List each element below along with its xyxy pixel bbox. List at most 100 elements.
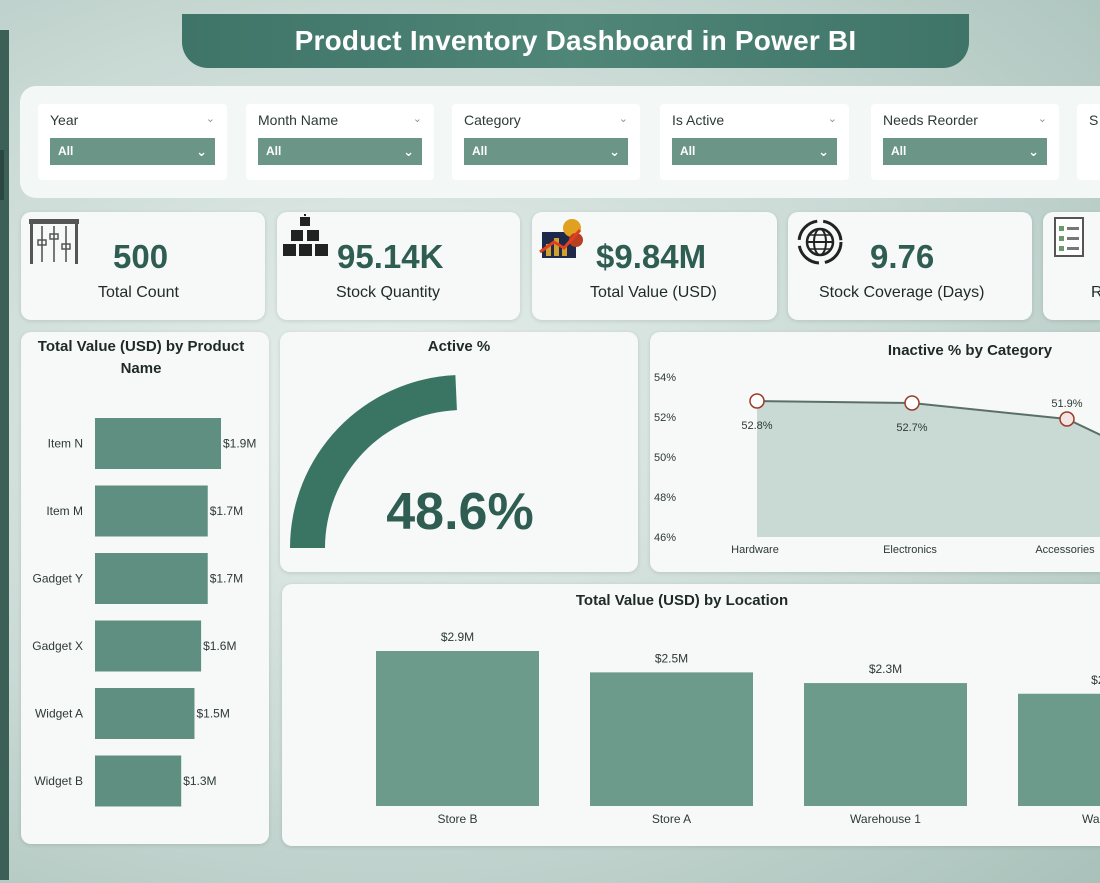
kpi-label: R: [1091, 284, 1100, 301]
data-label: $2.9M: [441, 630, 474, 644]
category-label: Gadget Y: [33, 572, 83, 586]
location-bar-chart: $2.9M Store B $2.5M Store A $2.3M Warehouse 1…: [376, 630, 1100, 826]
kpi-card-total-count: 500 Total Count: [21, 212, 265, 320]
slicer-partial[interactable]: S: [1077, 104, 1100, 180]
slicer-value: All: [58, 144, 74, 158]
chevron-down-icon[interactable]: ⌄: [1028, 144, 1039, 159]
product-value-panel: Total Value (USD) by Product Name Item N…: [21, 332, 269, 844]
data-label: $2.5M: [655, 651, 688, 665]
chart-title: Total Value (USD) by Location: [575, 592, 789, 609]
slicer-value: All: [266, 144, 282, 158]
slicer-is-active[interactable]: Is Active ⌄ All ⌄: [660, 104, 849, 180]
chevron-down-icon[interactable]: ⌄: [403, 144, 414, 159]
category-label: Widget A: [35, 707, 83, 721]
series-line: [756, 400, 1100, 436]
slicer-value: All: [680, 144, 696, 158]
shelves-icon: [29, 219, 79, 264]
data-label: $2.: [1091, 673, 1100, 687]
data-label: $1.7M: [210, 504, 243, 518]
kpi-label: Total Value (USD): [590, 284, 717, 301]
bar: [95, 485, 208, 537]
area-fill: [757, 401, 1100, 537]
globe-cycle-icon: [797, 219, 843, 265]
data-label: 52.7%: [896, 422, 927, 434]
data-point: [749, 393, 765, 409]
y-tick-label: 46%: [654, 532, 676, 544]
data-label: $1.5M: [196, 707, 229, 721]
data-label: $1.3M: [183, 774, 216, 788]
kpi-value: 95.14K: [337, 238, 444, 275]
slicer-value: All: [472, 144, 488, 158]
kpi-value: 500: [113, 238, 169, 275]
inactive-area-chart: 54% 52% 50% 48% 46% 52.8% Hardware 52.7% Electro…: [654, 372, 1100, 556]
bar: [1018, 693, 1100, 806]
chart-title: Inactive % by Category: [887, 342, 1053, 359]
kpi-card-total-value: $9.84M Total Value (USD): [532, 212, 777, 320]
category-label: Hardware: [731, 544, 779, 556]
category-label: Accessories: [1035, 544, 1095, 556]
chevron-down-icon[interactable]: ⌄: [205, 113, 215, 125]
slicer-label: S: [1089, 112, 1099, 128]
bar: [95, 688, 195, 739]
slicer-category[interactable]: Category ⌄ All ⌄: [452, 104, 640, 180]
data-point: [1059, 411, 1075, 427]
slicer-dropdown[interactable]: All ⌄: [883, 138, 1047, 165]
data-label: $1.7M: [210, 572, 243, 586]
active-gauge: [290, 375, 457, 548]
chevron-down-icon[interactable]: ⌄: [609, 144, 620, 159]
slicer-label: Is Active: [672, 112, 725, 128]
slicer-dropdown[interactable]: All ⌄: [672, 138, 837, 165]
category-label: Item N: [48, 437, 83, 451]
left-edge-tab[interactable]: [0, 150, 4, 200]
chevron-down-icon[interactable]: ⌄: [412, 113, 422, 125]
product-bar-chart: Item N $1.9M Item M $1.7M Gadget Y $1.7M Gadge…: [32, 418, 256, 807]
kpi-label: Stock Quantity: [336, 284, 441, 301]
chevron-down-icon[interactable]: ⌄: [1037, 113, 1047, 125]
boxes-icon: [283, 214, 328, 256]
chevron-down-icon[interactable]: ⌄: [618, 113, 628, 125]
page-title: Product Inventory Dashboard in Power BI: [294, 25, 857, 56]
gauge-fill-arc: [290, 375, 457, 548]
category-label: Electronics: [883, 544, 937, 556]
chart-title: Active %: [427, 338, 491, 355]
slicer-dropdown[interactable]: All ⌄: [50, 138, 215, 165]
y-tick-label: 54%: [654, 372, 676, 384]
kpi-card-partial: R: [1043, 212, 1100, 320]
left-edge-strip: [0, 30, 9, 880]
slicer-label: Needs Reorder: [883, 112, 978, 128]
bar: [590, 672, 753, 806]
kpi-label: Stock Coverage (Days): [819, 284, 985, 301]
bar: [95, 418, 221, 469]
slicer-dropdown[interactable]: All ⌄: [464, 138, 628, 165]
data-label: 51.9%: [1051, 398, 1082, 410]
location-value-panel: Total Value (USD) by Location $2.9M Store…: [282, 584, 1100, 846]
kpi-value: $9.84M: [596, 238, 707, 275]
kpi-value: 9.76: [870, 238, 935, 275]
data-label: $1.6M: [203, 639, 236, 653]
chart-title: Total Value (USD) by Product Name: [37, 338, 245, 377]
slicer-month-name[interactable]: Month Name ⌄ All ⌄: [246, 104, 434, 180]
slicer-dropdown[interactable]: All ⌄: [258, 138, 422, 165]
slicer-label: Year: [50, 112, 79, 128]
bar: [804, 683, 967, 806]
data-label: 52.8%: [741, 420, 772, 432]
slicer-needs-reorder[interactable]: Needs Reorder ⌄ All ⌄: [871, 104, 1059, 180]
slicer-label: Month Name: [258, 112, 339, 128]
category-label: Gadget X: [32, 639, 83, 653]
category-label: Item M: [46, 504, 83, 518]
chevron-down-icon[interactable]: ⌄: [196, 144, 207, 159]
category-label: Store A: [652, 812, 691, 826]
chevron-down-icon[interactable]: ⌄: [818, 144, 829, 159]
kpi-label: Total Count: [98, 284, 179, 301]
slicer-label: Category: [464, 112, 521, 128]
gauge-value: 48.6%: [386, 483, 534, 541]
data-label: $1.9M: [223, 437, 256, 451]
kpi-card-stock-quantity: 95.14K Stock Quantity: [277, 212, 520, 320]
bar: [376, 651, 539, 806]
slicer-year[interactable]: Year ⌄ All ⌄: [38, 104, 227, 180]
inactive-category-panel: Inactive % by Category 54% 52% 50% 48% 46% 52…: [650, 332, 1100, 572]
slicer-value: All: [891, 144, 907, 158]
chevron-down-icon[interactable]: ⌄: [827, 113, 837, 125]
data-point: [904, 395, 920, 411]
category-label: Wareh: [1082, 812, 1100, 826]
